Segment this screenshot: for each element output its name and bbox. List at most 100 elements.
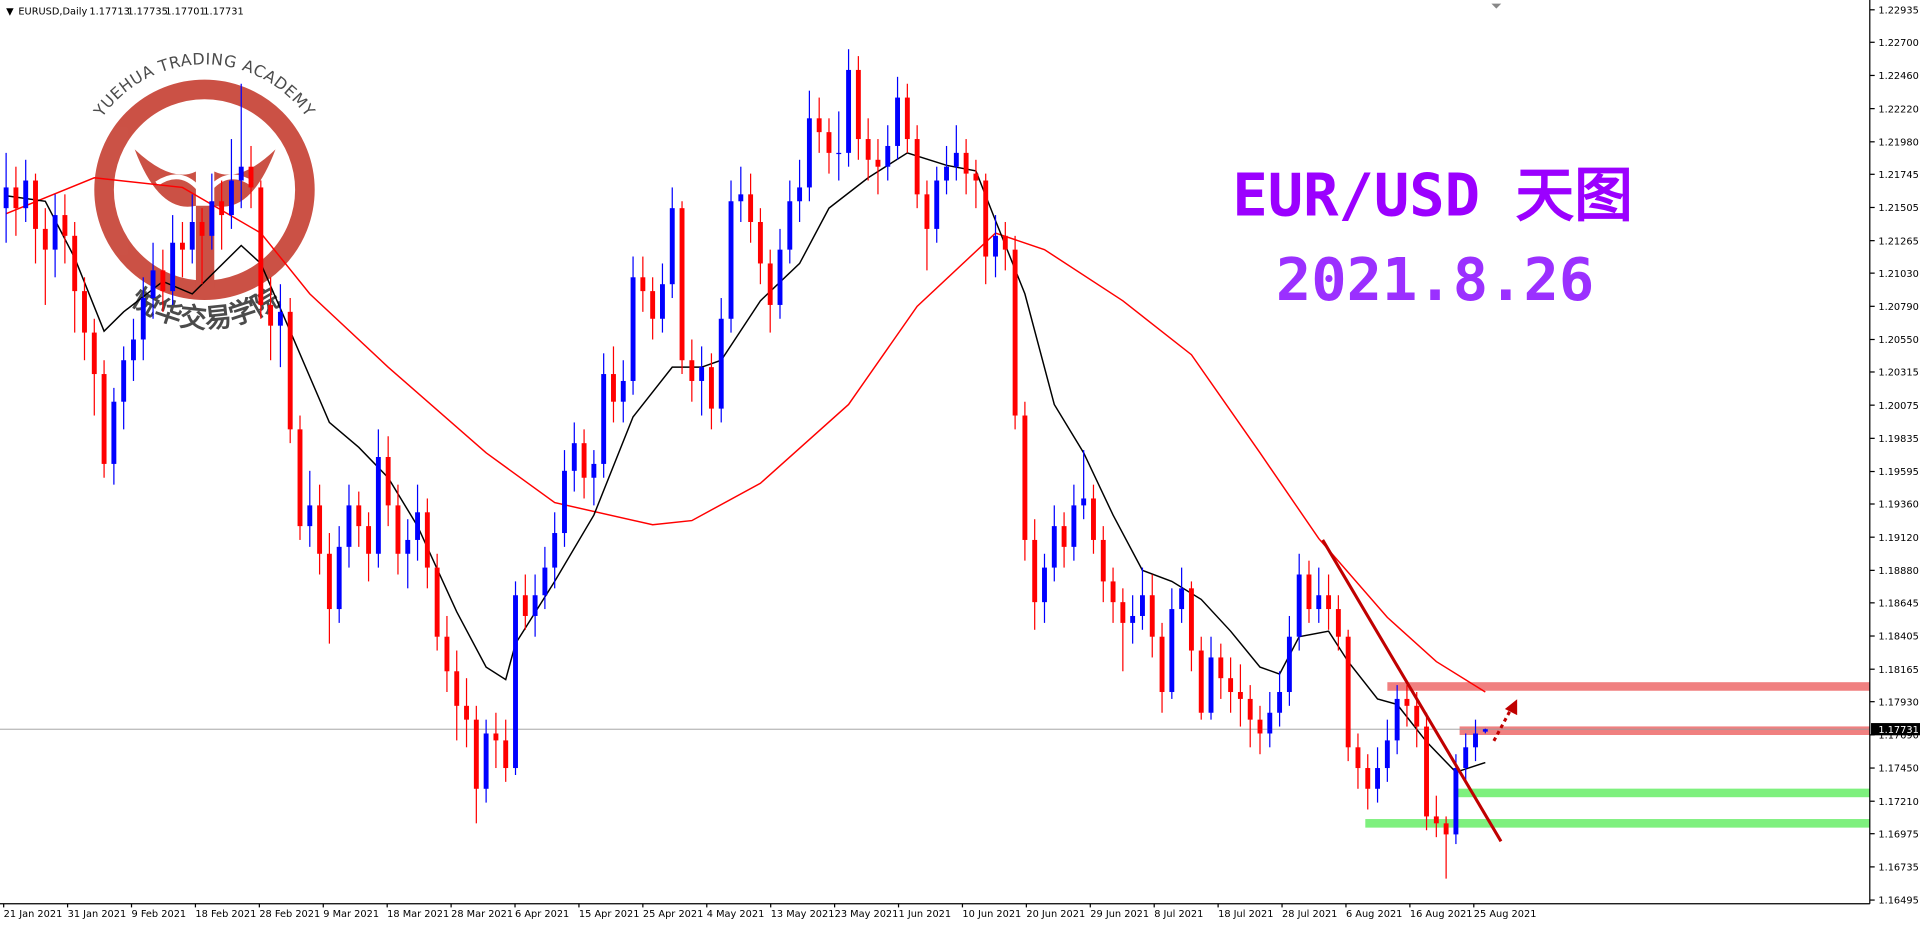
candle-body bbox=[189, 221, 195, 250]
candle-body bbox=[23, 180, 29, 209]
candle-body bbox=[650, 291, 656, 319]
level-band bbox=[1453, 788, 1870, 798]
candle-body bbox=[1473, 733, 1478, 748]
candle-body bbox=[82, 291, 87, 333]
candle-body bbox=[953, 152, 959, 167]
candle-body bbox=[464, 705, 469, 720]
candle-body bbox=[150, 270, 156, 299]
candle-body bbox=[777, 249, 783, 305]
y-tick-label: 1.22935 bbox=[1878, 5, 1918, 16]
candle-body bbox=[571, 443, 577, 471]
candle-body bbox=[640, 277, 646, 292]
candle-body bbox=[199, 221, 205, 236]
candle-body bbox=[934, 180, 940, 229]
candle-body bbox=[1375, 768, 1380, 789]
candle-body bbox=[993, 235, 998, 257]
y-tick-label: 1.17450 bbox=[1878, 764, 1918, 775]
candle-body bbox=[1179, 588, 1185, 610]
candle-body bbox=[1267, 712, 1273, 734]
plot bbox=[0, 49, 1870, 879]
candle-body bbox=[875, 159, 881, 167]
candle-body bbox=[483, 733, 489, 789]
current-price-box bbox=[1871, 723, 1920, 736]
candle-body bbox=[601, 374, 607, 464]
y-tick-label: 1.17210 bbox=[1878, 797, 1918, 808]
header-symbol: EURUSD,Daily bbox=[18, 7, 87, 18]
candle-body bbox=[542, 567, 548, 596]
candle-body bbox=[1453, 768, 1459, 835]
y-tick-label: 1.16495 bbox=[1878, 896, 1918, 907]
candle-body bbox=[826, 132, 832, 153]
candle-body bbox=[914, 139, 920, 195]
x-tick-label: 31 Jan 2021 bbox=[68, 909, 127, 920]
candle-body bbox=[611, 374, 616, 402]
y-tick-label: 1.20315 bbox=[1878, 368, 1918, 379]
x-tick-label: 6 Aug 2021 bbox=[1346, 909, 1402, 920]
x-tick-label: 23 May 2021 bbox=[835, 909, 899, 920]
header-arrow: ▼ bbox=[6, 7, 14, 18]
y-tick-label: 1.22460 bbox=[1878, 71, 1918, 82]
candle-body bbox=[1345, 636, 1351, 748]
candle-body bbox=[660, 284, 665, 319]
candle-body bbox=[1424, 726, 1429, 817]
candle-body bbox=[473, 719, 479, 789]
candle-body bbox=[806, 118, 812, 188]
candle-body bbox=[532, 595, 538, 616]
candle-body bbox=[895, 97, 900, 146]
candle-body bbox=[885, 145, 891, 167]
candle-body bbox=[415, 512, 420, 540]
y-tick-label: 1.21030 bbox=[1878, 269, 1918, 280]
x-tick-label: 20 Jun 2021 bbox=[1026, 909, 1085, 920]
y-tick-label: 1.17930 bbox=[1878, 697, 1918, 708]
level-band bbox=[1387, 682, 1870, 691]
candle-body bbox=[121, 360, 127, 402]
candle-body bbox=[1130, 615, 1136, 623]
x-tick-label: 28 Mar 2021 bbox=[451, 909, 513, 920]
candle-body bbox=[42, 228, 48, 250]
y-tick-label: 1.19120 bbox=[1878, 533, 1918, 544]
trend-line bbox=[1321, 539, 1503, 843]
x-tick-label: 18 Feb 2021 bbox=[195, 909, 256, 920]
candle-body bbox=[1100, 539, 1106, 582]
candle-body bbox=[444, 636, 450, 672]
candle-body bbox=[111, 401, 117, 464]
candle-body bbox=[219, 201, 225, 216]
candle-body bbox=[1384, 740, 1390, 769]
candle-body bbox=[434, 567, 440, 637]
candle-body bbox=[718, 318, 724, 409]
candle-body bbox=[1188, 588, 1194, 651]
candle-body bbox=[1365, 768, 1371, 789]
candle-body bbox=[131, 339, 136, 361]
candle-body bbox=[1247, 698, 1253, 720]
candle-body bbox=[297, 429, 303, 527]
candle-body bbox=[3, 187, 9, 209]
candle-body bbox=[963, 152, 969, 174]
chart-subtitle: 2021.8.26 bbox=[1276, 245, 1594, 314]
y-tick-label: 1.20075 bbox=[1878, 401, 1918, 412]
candle-body bbox=[738, 194, 744, 202]
candle-body bbox=[865, 139, 871, 160]
candle-body bbox=[1306, 574, 1312, 610]
level-band bbox=[1365, 819, 1870, 828]
x-tick-label: 18 Jul 2021 bbox=[1218, 909, 1273, 920]
candle-body bbox=[1404, 698, 1410, 706]
x-tick-label: 4 May 2021 bbox=[707, 909, 765, 920]
candle-body bbox=[160, 270, 166, 292]
candle-body bbox=[1463, 747, 1469, 769]
candle-body bbox=[209, 201, 215, 236]
x-tick-label: 13 May 2021 bbox=[771, 909, 835, 920]
candle-body bbox=[258, 187, 264, 305]
y-tick-label: 1.20550 bbox=[1878, 335, 1918, 346]
candle-body bbox=[287, 311, 293, 430]
y-tick-label: 1.21265 bbox=[1878, 236, 1918, 247]
y-tick-label: 1.16975 bbox=[1878, 829, 1918, 840]
candle-body bbox=[1002, 235, 1008, 250]
candle-body bbox=[1198, 650, 1204, 713]
candle-body bbox=[581, 443, 587, 478]
candle-body bbox=[326, 553, 332, 610]
candle-body bbox=[924, 194, 930, 229]
candle-body bbox=[180, 242, 185, 250]
y-tick-label: 1.21745 bbox=[1878, 170, 1918, 181]
candle-body bbox=[1316, 595, 1322, 610]
